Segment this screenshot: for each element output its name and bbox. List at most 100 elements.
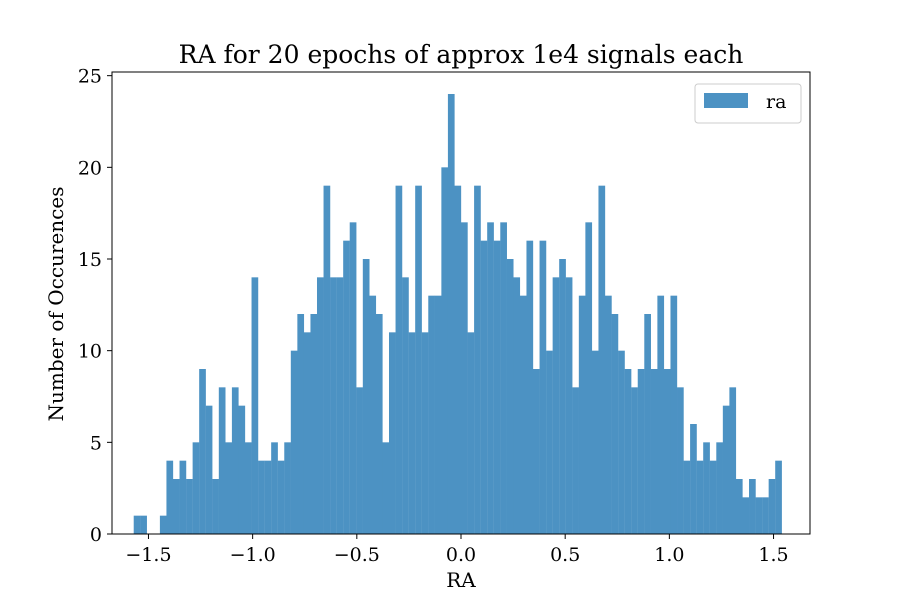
histogram-bar (749, 479, 756, 534)
histogram-bar (199, 369, 206, 534)
histogram-bar (434, 295, 442, 534)
histogram-bar (487, 222, 494, 535)
histogram-bar (140, 515, 147, 534)
histogram-bar (696, 460, 704, 534)
histogram-bar (663, 369, 671, 534)
histogram-bar (172, 479, 180, 534)
histogram-bar (231, 387, 239, 534)
histogram-bar (382, 442, 390, 534)
histogram-bar (526, 240, 534, 534)
histogram-bar (591, 350, 599, 534)
histogram-bar (631, 387, 638, 534)
histogram-bar (742, 497, 750, 534)
histogram-bar (513, 277, 521, 534)
histogram-bars (133, 94, 782, 535)
histogram-bar (408, 332, 416, 534)
histogram-bar (690, 424, 697, 534)
histogram-bar (310, 314, 318, 534)
y-tick-label: 20 (78, 157, 102, 179)
histogram-bar (356, 387, 363, 534)
histogram-bar (159, 515, 167, 534)
legend-label-ra: ra (766, 91, 786, 113)
histogram-bar (552, 277, 560, 534)
histogram-bar (533, 369, 540, 534)
histogram-bar (735, 479, 743, 534)
histogram-bar (212, 479, 219, 534)
histogram-bar (244, 442, 252, 534)
histogram-bar (493, 240, 501, 534)
histogram-bar (402, 277, 409, 534)
histogram-bar (447, 94, 455, 534)
histogram-bar (362, 259, 370, 534)
histogram-bar (343, 240, 350, 534)
histogram-bar (716, 442, 723, 534)
x-tick-label: −1.0 (230, 544, 276, 566)
y-tick-label: 10 (78, 341, 102, 363)
histogram-bar (546, 350, 553, 534)
histogram-bar (186, 479, 193, 534)
histogram-bar (395, 185, 403, 534)
histogram-bar (677, 387, 684, 534)
histogram-bar (303, 332, 311, 534)
histogram-bar (722, 405, 730, 534)
x-axis-label: RA (446, 568, 476, 592)
histogram-bar (218, 387, 226, 534)
histogram-bar (166, 460, 174, 534)
histogram-bar (330, 277, 337, 534)
histogram-bar (474, 185, 481, 534)
histogram-bar (179, 460, 187, 534)
histogram-bar (205, 405, 213, 534)
histogram-bar (284, 442, 291, 534)
histogram-bar (683, 460, 691, 534)
histogram-bar (775, 460, 782, 534)
histogram-bar (657, 295, 665, 534)
histogram-bar (506, 259, 514, 534)
histogram-bar (238, 405, 246, 534)
histogram-bar (297, 314, 305, 534)
x-tick-label: −0.5 (334, 544, 380, 566)
histogram-bar (768, 479, 776, 534)
histogram-bar (428, 295, 435, 534)
histogram-bar (762, 497, 769, 534)
histogram-bar (461, 222, 468, 535)
histogram-bar (375, 314, 383, 534)
histogram-bar (415, 185, 422, 534)
histogram-bar (421, 332, 429, 534)
y-tick-label: 5 (90, 432, 102, 454)
y-axis-label: Number of Occurences (44, 187, 68, 422)
histogram-bar (290, 350, 298, 534)
x-tick-label: 1.0 (654, 544, 684, 566)
legend: ra (694, 83, 802, 124)
histogram-bar (271, 442, 278, 534)
histogram-bar (454, 185, 462, 534)
x-tick-label: 0.0 (446, 544, 476, 566)
histogram-bar (559, 259, 566, 534)
histogram-bar (264, 460, 272, 534)
legend-swatch-ra (704, 93, 748, 108)
histogram-bar (369, 295, 377, 534)
y-tick-label: 25 (78, 66, 102, 88)
histogram-bar (192, 442, 200, 534)
histogram-bar (670, 295, 678, 534)
histogram-bar (349, 222, 357, 535)
x-tick-label: −1.5 (125, 544, 171, 566)
histogram-bar (755, 497, 763, 534)
x-tick-label: 1.5 (758, 544, 788, 566)
histogram-bar (251, 277, 259, 534)
chart-title: RA for 20 epochs of approx 1e4 signals e… (179, 40, 744, 69)
histogram-bar (336, 277, 344, 534)
histogram-bar (578, 295, 586, 534)
y-axis-ticks: 0 5 10 15 20 25 (78, 66, 112, 546)
x-tick-label: 0.5 (550, 544, 580, 566)
y-tick-label: 0 (90, 524, 102, 546)
y-tick-label: 15 (78, 249, 102, 271)
histogram-bar (388, 332, 396, 534)
histogram-bar (480, 240, 488, 534)
histogram-bar (650, 369, 658, 534)
histogram-bar (611, 314, 619, 534)
histogram-bar (277, 460, 285, 534)
histogram-bar (467, 332, 475, 534)
x-axis-ticks: −1.5 −1.0 −0.5 0.0 0.5 1.0 1.5 (125, 534, 789, 566)
histogram-bar (572, 387, 579, 534)
